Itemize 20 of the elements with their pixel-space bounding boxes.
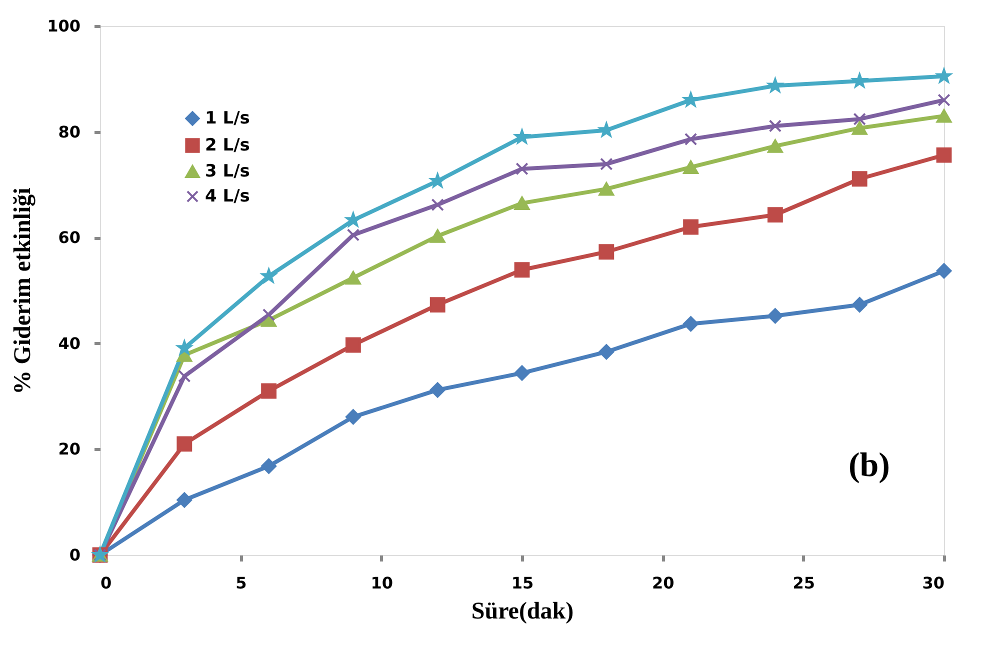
x-tick-label: 20 [652,574,674,592]
legend-label: 2 L/s [205,136,250,156]
legend-label: 3 L/s [205,162,250,182]
x-tick-label: 10 [370,574,393,592]
y-axis-title: % Giderim etkinliği [10,187,36,394]
y-tick-label: 0 [69,546,80,564]
x-tick-label: 15 [511,574,534,592]
legend-label: 1 L/s [205,108,250,128]
x-axis-title: Süre(dak) [471,598,574,624]
annotation: (b) [848,447,890,484]
x-tick-label: 0 [100,574,112,592]
legend-label: 4 L/s [205,186,250,206]
y-tick-label: 100 [47,16,80,36]
y-tick-label: 20 [58,440,80,459]
y-tick-label: 40 [58,334,80,353]
x-tick-label: 25 [792,574,815,592]
y-tick-label: 80 [58,122,80,142]
x-tick-label: 5 [236,574,247,592]
x-tick-label: 30 [922,574,944,592]
y-tick-label: 60 [58,228,80,248]
